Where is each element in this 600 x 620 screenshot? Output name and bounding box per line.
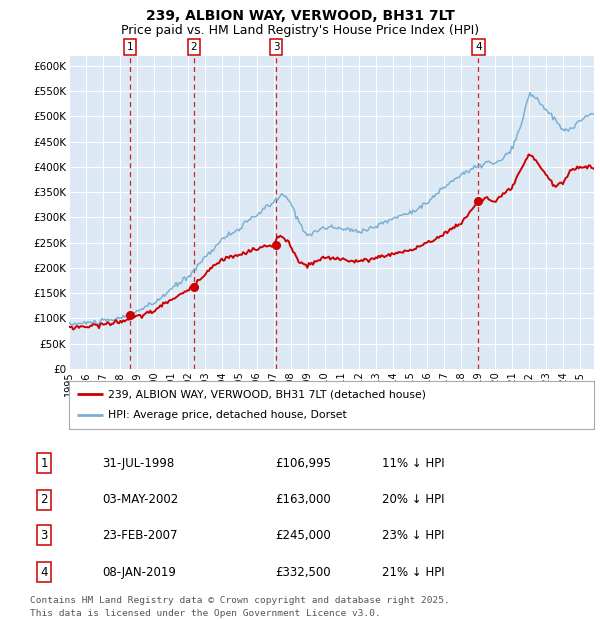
Text: 23% ↓ HPI: 23% ↓ HPI <box>382 529 444 542</box>
Text: This data is licensed under the Open Government Licence v3.0.: This data is licensed under the Open Gov… <box>30 609 381 618</box>
Text: 3: 3 <box>273 42 280 51</box>
Text: 1: 1 <box>127 42 133 51</box>
Text: 03-MAY-2002: 03-MAY-2002 <box>103 494 179 507</box>
Text: 2: 2 <box>40 494 48 507</box>
Text: 11% ↓ HPI: 11% ↓ HPI <box>382 456 444 469</box>
Text: £332,500: £332,500 <box>275 565 331 578</box>
Text: Contains HM Land Registry data © Crown copyright and database right 2025.: Contains HM Land Registry data © Crown c… <box>30 596 450 606</box>
Text: 4: 4 <box>475 42 482 51</box>
Text: Price paid vs. HM Land Registry's House Price Index (HPI): Price paid vs. HM Land Registry's House … <box>121 24 479 37</box>
Text: 4: 4 <box>40 565 48 578</box>
Text: 08-JAN-2019: 08-JAN-2019 <box>103 565 176 578</box>
Text: £106,995: £106,995 <box>275 456 332 469</box>
Text: HPI: Average price, detached house, Dorset: HPI: Average price, detached house, Dors… <box>109 410 347 420</box>
Text: 239, ALBION WAY, VERWOOD, BH31 7LT: 239, ALBION WAY, VERWOOD, BH31 7LT <box>146 9 454 24</box>
Text: £245,000: £245,000 <box>275 529 331 542</box>
Text: £163,000: £163,000 <box>275 494 331 507</box>
Text: 20% ↓ HPI: 20% ↓ HPI <box>382 494 444 507</box>
Text: 23-FEB-2007: 23-FEB-2007 <box>103 529 178 542</box>
Text: 2: 2 <box>191 42 197 51</box>
Text: 31-JUL-1998: 31-JUL-1998 <box>103 456 175 469</box>
Text: 239, ALBION WAY, VERWOOD, BH31 7LT (detached house): 239, ALBION WAY, VERWOOD, BH31 7LT (deta… <box>109 389 427 399</box>
Text: 21% ↓ HPI: 21% ↓ HPI <box>382 565 444 578</box>
Text: 1: 1 <box>40 456 48 469</box>
Text: 3: 3 <box>40 529 47 542</box>
